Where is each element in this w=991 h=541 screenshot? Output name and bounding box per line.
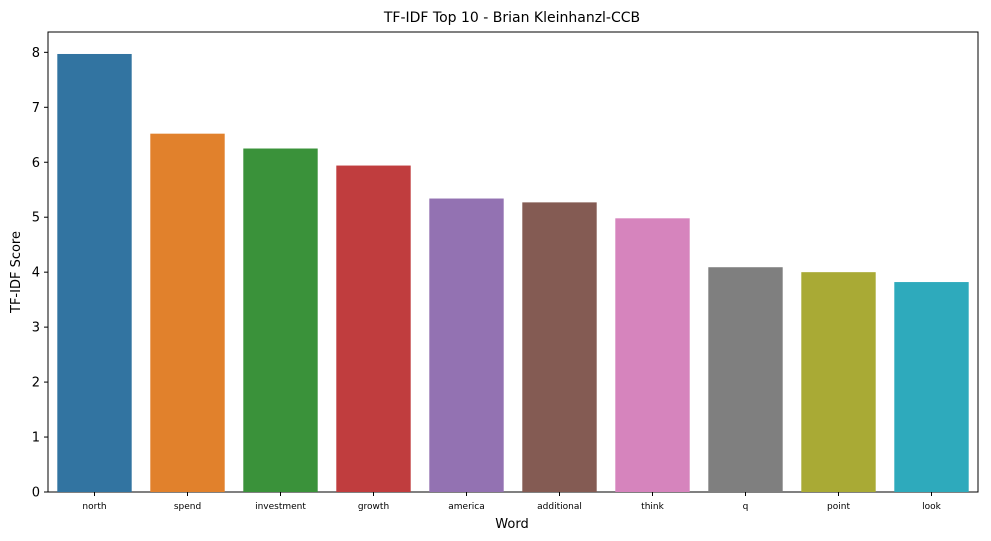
bar-look (894, 282, 969, 492)
x-tick-label-additional: additional (537, 502, 582, 512)
bar-spend (150, 133, 225, 492)
y-tick-label: 4 (32, 266, 40, 281)
y-tick-label: 1 (32, 431, 40, 446)
y-tick-label: 8 (32, 46, 40, 61)
axes (47, 31, 979, 493)
x-tick-label-investment: investment (255, 502, 306, 512)
y-axis-label: TF-IDF Score (9, 231, 24, 314)
y-tick-label: 5 (32, 211, 40, 226)
x-ticks: north spend investment growth america additio… (82, 492, 942, 512)
y-ticks: 0 1 2 3 4 5 6 7 8 (32, 46, 48, 501)
bar-q (708, 267, 783, 492)
bar-america (429, 198, 504, 492)
bar-think (615, 218, 690, 493)
y-tick-label: 6 (32, 156, 40, 171)
plot-frame (47, 31, 979, 493)
y-tick-label: 0 (32, 486, 40, 501)
x-axis-label: Word (495, 517, 528, 532)
x-tick-label-q: q (743, 502, 749, 512)
x-tick-label-growth: growth (358, 502, 389, 512)
chart-title: TF-IDF Top 10 - Brian Kleinhanzl-CCB (383, 10, 640, 26)
bar-growth (336, 165, 411, 492)
bar-investment (243, 148, 318, 492)
y-tick-label: 2 (32, 376, 40, 391)
bar-north (57, 53, 132, 492)
x-tick-label-north: north (82, 502, 106, 512)
x-tick-label-think: think (641, 502, 664, 512)
bar-point (801, 272, 876, 492)
x-tick-label-look: look (922, 502, 942, 512)
x-tick-label-point: point (827, 502, 850, 512)
y-tick-label: 7 (32, 101, 40, 116)
x-tick-label-america: america (448, 502, 484, 512)
bar-additional (522, 202, 597, 493)
bars (57, 53, 969, 493)
y-tick-label: 3 (32, 321, 40, 336)
x-tick-label-spend: spend (174, 502, 201, 512)
